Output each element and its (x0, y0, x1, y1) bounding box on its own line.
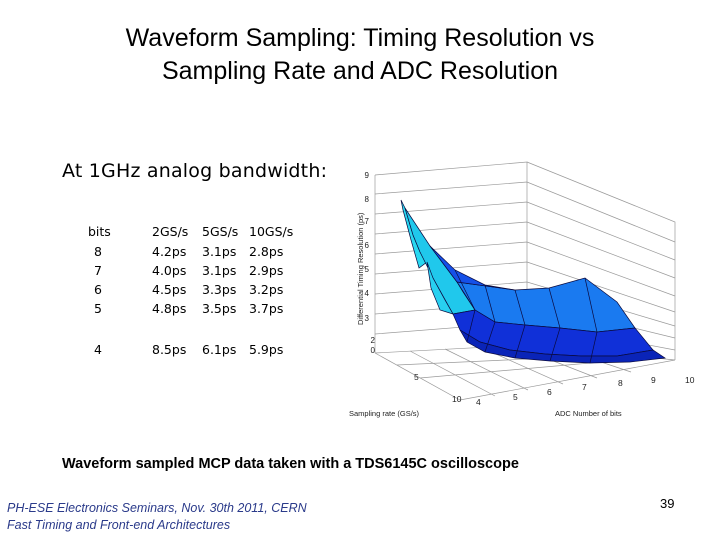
resolution-table: bits 2GS/s 5GS/s 10GS/s 8 4.2ps 3.1ps 2.… (88, 220, 299, 359)
footer: PH-ESE Electronics Seminars, Nov. 30th 2… (7, 500, 307, 534)
cell-value: 5.9ps (249, 342, 284, 357)
footer-line-2: Fast Timing and Front-end Architectures (7, 518, 231, 532)
cell-value: 4.2ps (152, 244, 187, 259)
figure-caption: Waveform sampled MCP data taken with a T… (62, 456, 519, 472)
cell-bits: 7 (94, 263, 102, 278)
cell-value: 2.9ps (249, 263, 284, 278)
table-row: 8 4.2ps 3.1ps 2.8ps (88, 242, 299, 261)
plot-grid (374, 161, 676, 401)
y-tick: 7 (582, 382, 587, 392)
cell-value: 3.5ps (202, 301, 237, 316)
z-tick-labels: 9 8 7 6 5 4 3 2 0 (365, 171, 376, 355)
bandwidth-subheading: At 1GHz analog bandwidth: (62, 160, 328, 182)
x-tick: 10 (452, 394, 462, 404)
z-tick: 2 (371, 336, 376, 345)
z-tick: 6 (365, 241, 370, 250)
cell-bits: 8 (94, 244, 102, 259)
y-tick: 9 (651, 375, 656, 385)
cell-value: 4.5ps (152, 282, 187, 297)
x-tick: 5 (414, 372, 419, 382)
z-tick: 3 (365, 314, 370, 323)
surface (400, 199, 666, 364)
z-tick: 7 (365, 217, 370, 226)
cell-bits: 4 (94, 342, 102, 357)
header-2gs: 2GS/s (152, 223, 189, 239)
cell-bits: 6 (94, 282, 102, 297)
x-axis-label: Sampling rate (GS/s) (349, 409, 420, 418)
table-row: 6 4.5ps 3.3ps 3.2ps (88, 280, 299, 299)
cell-value: 6.1ps (202, 342, 237, 357)
header-10gs: 10GS/s (249, 223, 294, 239)
cell-value: 8.5ps (152, 342, 187, 357)
cell-value: 3.3ps (202, 282, 237, 297)
cell-value: 4.8ps (152, 301, 187, 316)
z-tick: 8 (365, 195, 370, 204)
title-line-2: Sampling Rate and ADC Resolution (161, 57, 559, 85)
z-tick: 4 (365, 289, 370, 298)
back-wall-right (526, 161, 676, 360)
table-spacer (88, 318, 299, 340)
surface-patch-front (459, 329, 666, 364)
y-tick: 5 (513, 392, 518, 402)
table-header-row: bits 2GS/s 5GS/s 10GS/s (88, 220, 299, 242)
z-axis-label: Differential Timing Resolution (ps) (356, 212, 365, 325)
table-row: 5 4.8ps 3.5ps 3.7ps (88, 299, 299, 318)
cell-value: 4.0ps (152, 263, 187, 278)
y-tick: 10 (685, 375, 695, 385)
page-number: 39 (660, 496, 675, 511)
cell-value: 2.8ps (249, 244, 284, 259)
y-axis-label: ADC Number of bits (555, 409, 622, 418)
table-row: 7 4.0ps 3.1ps 2.9ps (88, 261, 299, 280)
y-tick: 8 (618, 378, 623, 388)
slide-title: Waveform Sampling: Timing Resolution vs … (40, 22, 680, 88)
z-tick: 9 (365, 171, 370, 180)
cell-value: 3.2ps (249, 282, 284, 297)
floor-front (374, 352, 676, 401)
z-tick: 0 (371, 346, 376, 355)
z-tick: 5 (365, 265, 370, 274)
x-tick-labels: 5 10 (414, 372, 462, 404)
cell-bits: 5 (94, 301, 102, 316)
timing-surface-plot: 9 8 7 6 5 4 3 2 0 Differential Timing Re… (349, 161, 695, 418)
surface-mesh (454, 269, 598, 364)
y-tick-labels: 4 5 6 7 8 9 10 (476, 375, 695, 407)
title-line-1: Waveform Sampling: Timing Resolution vs (125, 24, 595, 52)
table-row: 4 8.5ps 6.1ps 5.9ps (88, 340, 299, 359)
y-tick: 6 (547, 387, 552, 397)
header-bits: bits (88, 223, 111, 239)
cell-value: 3.1ps (202, 244, 237, 259)
cell-value: 3.7ps (249, 301, 284, 316)
y-tick: 4 (476, 397, 481, 407)
header-5gs: 5GS/s (202, 223, 239, 239)
cell-value: 3.1ps (202, 263, 237, 278)
footer-line-1: PH-ESE Electronics Seminars, Nov. 30th 2… (7, 501, 307, 515)
